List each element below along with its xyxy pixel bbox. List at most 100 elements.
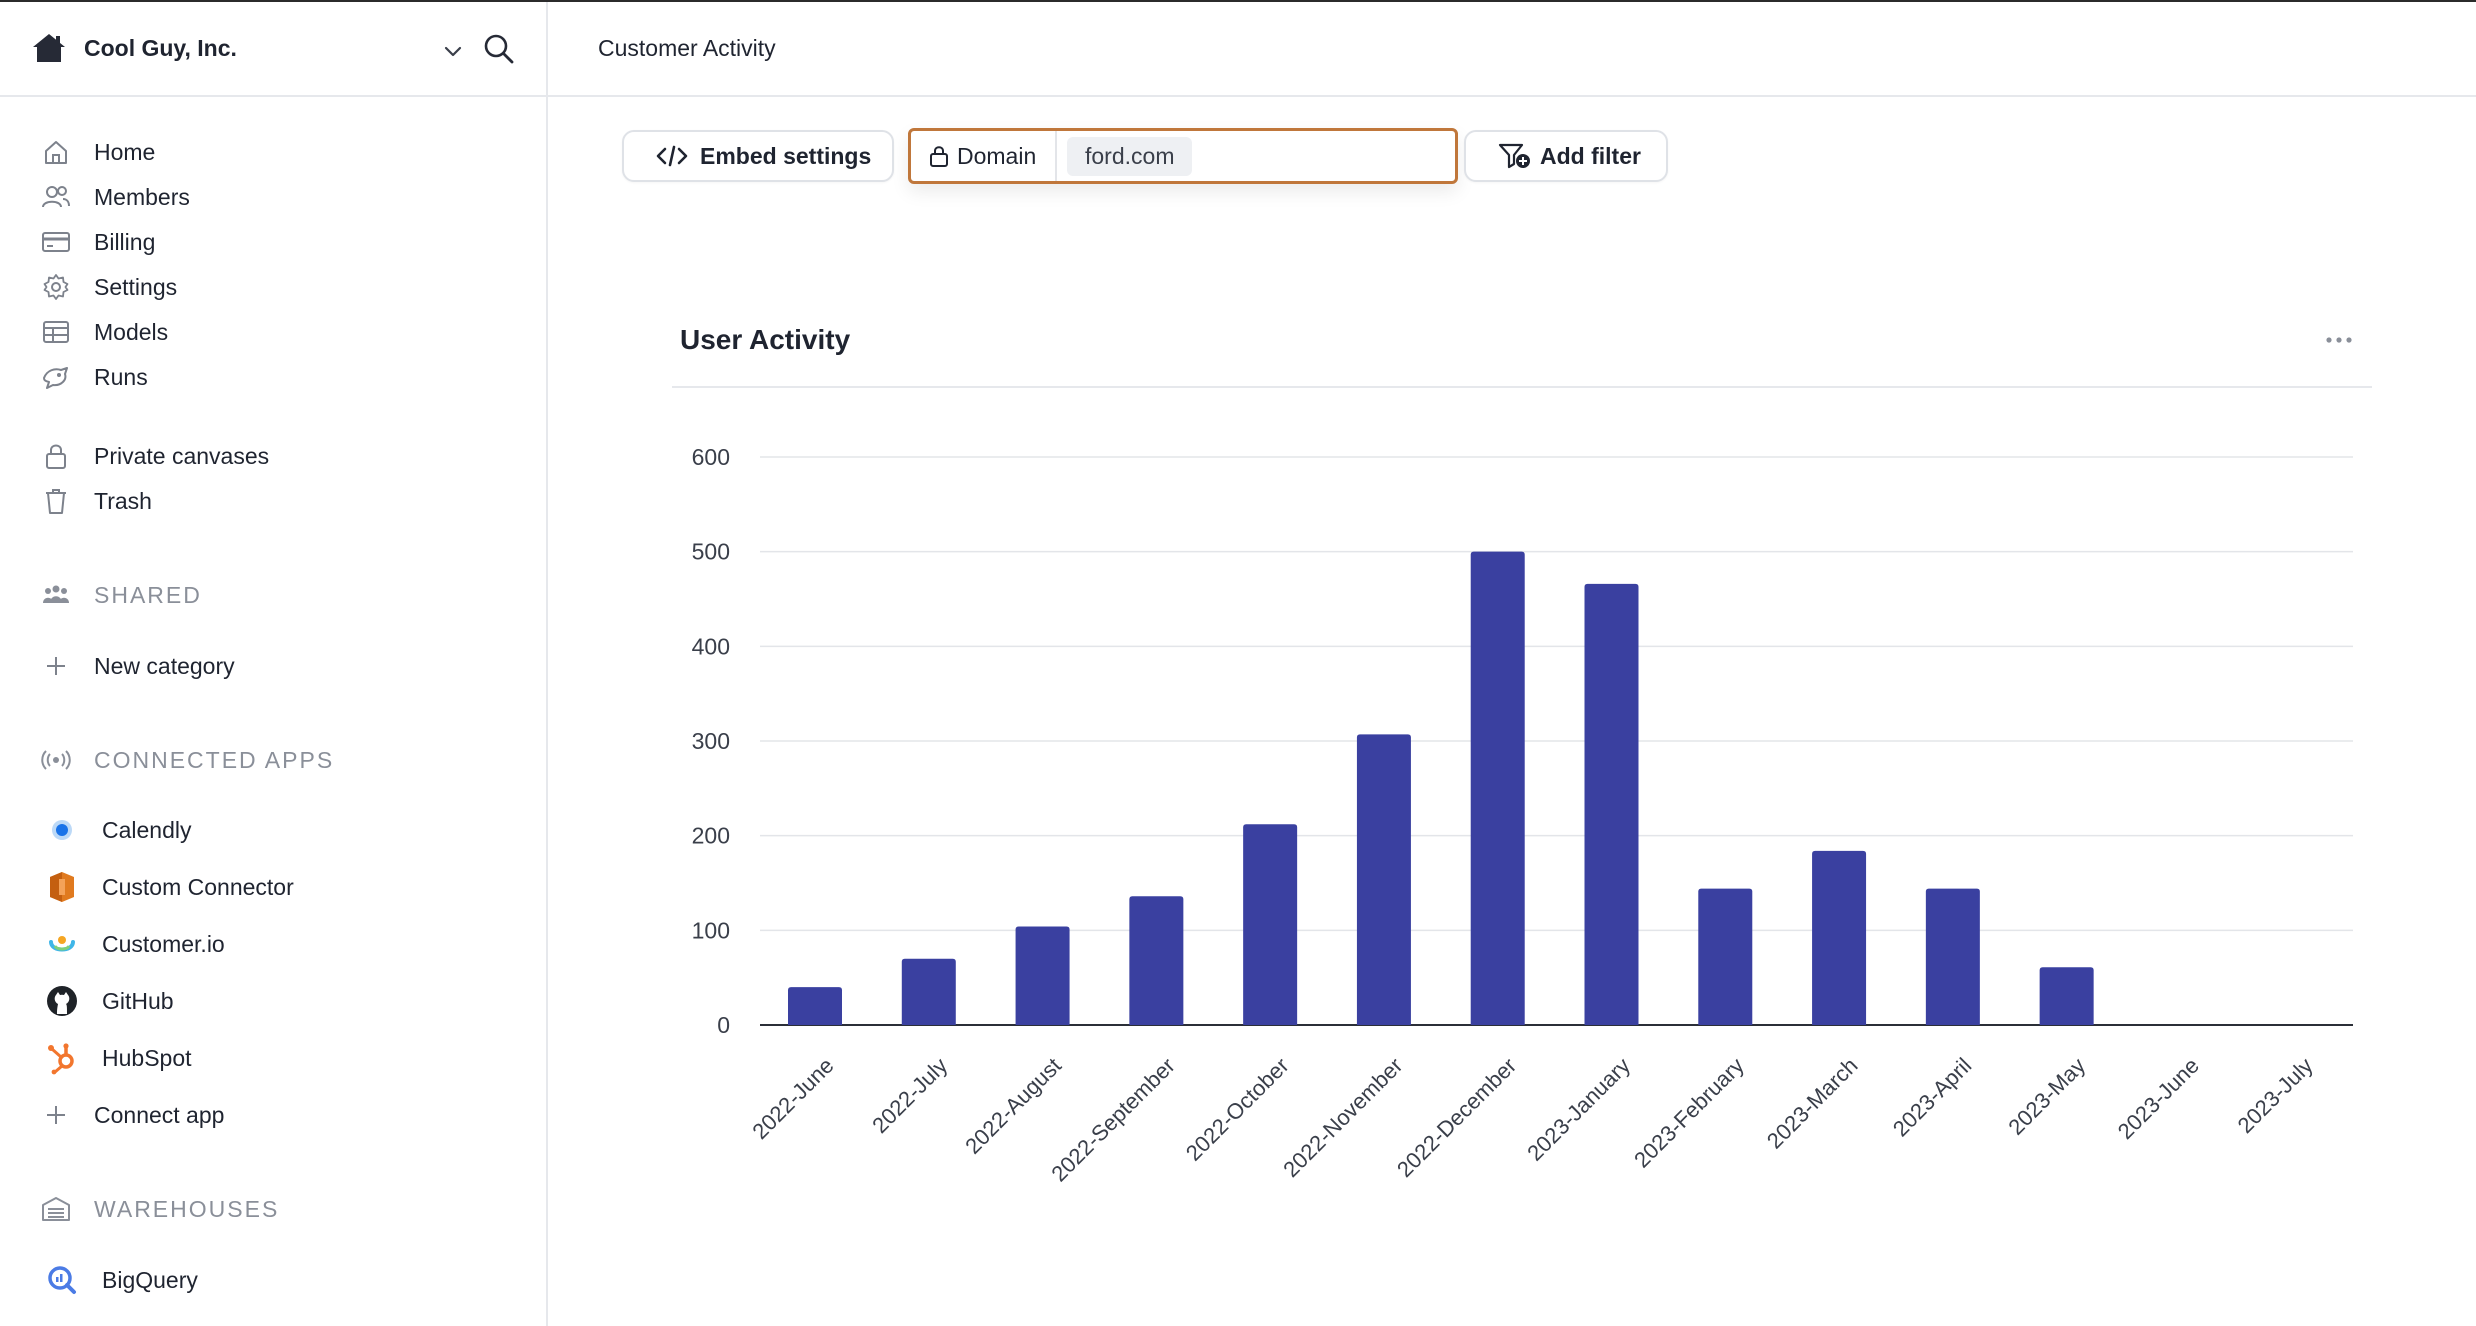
sidebar: Cool Guy, Inc. Home Members Billing Sett… (0, 2, 548, 1326)
bar (1584, 583, 1639, 1025)
app-label: HubSpot (102, 1044, 192, 1071)
x-tick-label: 2022-September (1046, 1053, 1180, 1187)
add-filter-button[interactable]: Add filter (1464, 130, 1668, 182)
x-tick-label: 2022-June (747, 1053, 838, 1144)
y-tick-label: 500 (692, 539, 730, 565)
plus-icon (40, 650, 72, 682)
main-header: Customer Activity (548, 2, 2476, 97)
y-tick-label: 0 (717, 1012, 730, 1038)
people-group-icon (40, 579, 72, 611)
connect-app-label: Connect app (94, 1101, 225, 1128)
y-tick-label: 100 (692, 917, 730, 943)
x-tick-label: 2022-November (1278, 1053, 1407, 1182)
x-tick-label: 2022-October (1181, 1053, 1294, 1166)
bar (1015, 926, 1070, 1025)
sidebar-item-private-canvases[interactable]: Private canvases (40, 436, 269, 476)
x-tick-label: 2023-February (1629, 1053, 1749, 1173)
app-customerio[interactable]: Customer.io (44, 922, 225, 966)
embed-settings-button[interactable]: Embed settings (622, 130, 894, 182)
warehouse-bigquery[interactable]: BigQuery (44, 1258, 198, 1302)
filter-key-label: Domain (957, 142, 1037, 169)
app-calendly[interactable]: Calendly (44, 808, 192, 852)
app-label: Custom Connector (102, 873, 294, 900)
section-shared: SHARED (40, 575, 202, 615)
org-name: Cool Guy, Inc. (84, 35, 237, 61)
sidebar-item-label: Home (94, 138, 156, 165)
bar (1470, 551, 1525, 1025)
code-icon (656, 145, 688, 167)
sidebar-item-billing[interactable]: Billing (40, 222, 155, 262)
org-switcher[interactable]: Cool Guy, Inc. (0, 2, 546, 97)
credit-card-icon (40, 226, 72, 258)
plus-icon (40, 1099, 72, 1131)
section-header-label: WAREHOUSES (94, 1195, 280, 1222)
x-tick-label: 2023-April (1888, 1053, 1977, 1142)
bar (1698, 888, 1753, 1025)
section-header-label: CONNECTED APPS (94, 746, 335, 773)
sidebar-item-trash[interactable]: Trash (40, 481, 152, 521)
new-category-button[interactable]: New category (40, 646, 235, 686)
app-label: BigQuery (102, 1266, 198, 1293)
x-tick-label: 2022-July (867, 1053, 952, 1138)
app-hubspot[interactable]: HubSpot (44, 1036, 192, 1080)
app-custom-connector[interactable]: Custom Connector (44, 865, 294, 909)
x-tick-label: 2023-June (2113, 1053, 2204, 1144)
sidebar-item-runs[interactable]: Runs (40, 357, 148, 397)
more-options-icon[interactable] (2324, 330, 2354, 350)
sidebar-item-settings[interactable]: Settings (40, 267, 177, 307)
sidebar-item-label: Trash (94, 487, 152, 514)
sidebar-item-label: Private canvases (94, 442, 270, 469)
broadcast-icon (40, 744, 72, 776)
domain-filter[interactable]: Domain ford.com (908, 128, 1458, 184)
section-connected-apps: CONNECTED APPS (40, 740, 334, 780)
embed-settings-label: Embed settings (700, 142, 872, 169)
new-category-label: New category (94, 652, 235, 679)
bar (788, 987, 842, 1025)
x-tick-label: 2022-August (960, 1053, 1066, 1159)
bigquery-icon (44, 1262, 80, 1298)
sidebar-item-home[interactable]: Home (40, 132, 155, 172)
sidebar-item-label: Members (94, 183, 190, 210)
sidebar-item-label: Billing (94, 228, 156, 255)
app-label: Calendly (102, 816, 192, 843)
sidebar-item-label: Runs (94, 363, 148, 390)
members-icon (40, 181, 72, 213)
filter-value-chip[interactable]: ford.com (1067, 136, 1193, 176)
filter-add-icon (1498, 143, 1530, 169)
sidebar-item-label: Models (94, 318, 169, 345)
connect-app-button[interactable]: Connect app (40, 1095, 224, 1135)
section-warehouses: WAREHOUSES (40, 1189, 279, 1229)
chevron-down-icon[interactable] (440, 38, 466, 64)
y-tick-label: 600 (692, 444, 730, 470)
app-github[interactable]: GitHub (44, 979, 174, 1023)
chart-title: User Activity (680, 324, 851, 355)
custom-connector-icon (44, 869, 80, 905)
bar (2039, 967, 2094, 1025)
lock-icon (40, 440, 72, 472)
sidebar-item-models[interactable]: Models (40, 312, 168, 352)
calendly-icon (44, 812, 80, 848)
app-label: GitHub (102, 987, 174, 1014)
trash-icon (40, 485, 72, 517)
y-tick-label: 200 (692, 823, 730, 849)
window-top-border (0, 0, 2476, 2)
table-icon (40, 316, 72, 348)
section-header-label: SHARED (94, 581, 202, 608)
bar (1243, 824, 1298, 1025)
x-tick-label: 2023-July (2233, 1053, 2318, 1138)
y-tick-label: 400 (692, 633, 730, 659)
x-tick-label: 2023-January (1522, 1053, 1635, 1166)
github-icon (44, 983, 80, 1019)
y-tick-label: 300 (692, 728, 730, 754)
bar (901, 958, 956, 1025)
add-filter-label: Add filter (1540, 142, 1641, 169)
filter-key[interactable]: Domain (911, 131, 1057, 181)
bar (1129, 896, 1184, 1025)
app-label: Customer.io (102, 930, 225, 957)
search-icon[interactable] (482, 32, 516, 66)
bar (1356, 734, 1411, 1025)
x-tick-label: 2023-March (1762, 1053, 1863, 1154)
sidebar-item-members[interactable]: Members (40, 177, 190, 217)
sidebar-item-label: Settings (94, 273, 178, 300)
lock-icon (930, 146, 948, 167)
